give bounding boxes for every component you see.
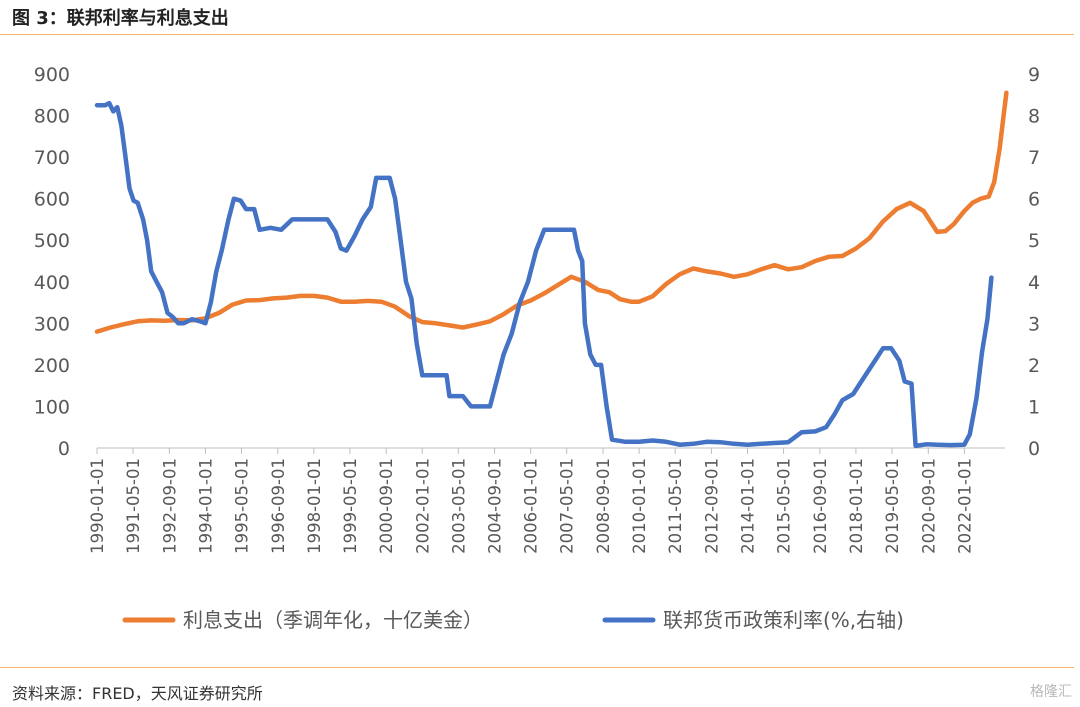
x-tick-label: 1994-01-01 <box>196 458 215 554</box>
x-tick-label: 2010-01-01 <box>630 458 649 554</box>
interest-expense-line <box>94 90 1009 334</box>
x-tick-label: 2012-09-01 <box>702 458 721 554</box>
y-left-tick-label: 700 <box>34 147 70 169</box>
x-tick-label: 2019-05-01 <box>883 458 902 554</box>
y-right-tick-label: 2 <box>1028 355 1040 377</box>
x-tick-label: 2006-01-01 <box>522 458 541 554</box>
y-left-tick-label: 0 <box>58 438 70 460</box>
y-left-tick-label: 900 <box>34 64 70 86</box>
left-y-axis: 0 100 200 300 400 500 600 700 800 900 <box>34 64 70 460</box>
watermark-logo: 格隆汇 <box>1030 684 1072 700</box>
y-right-tick-label: 5 <box>1028 230 1040 252</box>
y-right-tick-label: 6 <box>1028 189 1040 211</box>
y-right-tick-label: 9 <box>1028 64 1040 86</box>
x-tick-label: 1992-09-01 <box>160 458 179 554</box>
x-tick-label: 2000-09-01 <box>377 458 396 554</box>
x-tick-label: 2004-09-01 <box>486 458 505 554</box>
y-left-tick-label: 400 <box>34 272 70 294</box>
right-y-axis: 0 1 2 3 4 5 6 7 8 9 <box>1028 64 1040 460</box>
x-tick-label: 2014-01-01 <box>739 458 758 554</box>
x-tick-label: 2002-01-01 <box>413 458 432 554</box>
x-axis: 1990-01-01 1991-05-01 1992-09-01 1994-01-01… <box>88 448 974 554</box>
x-tick-label: 2011-05-01 <box>666 458 685 554</box>
y-left-tick-label: 800 <box>34 106 70 128</box>
y-right-tick-label: 8 <box>1028 106 1040 128</box>
x-tick-label: 2015-05-01 <box>775 458 794 554</box>
x-tick-label: 2018-01-01 <box>847 458 866 554</box>
x-tick-label: 1995-05-01 <box>232 458 251 554</box>
footer-divider <box>0 667 1074 668</box>
x-tick-label: 1999-05-01 <box>341 458 360 554</box>
x-tick-label: 2020-09-01 <box>919 458 938 554</box>
x-tick-label: 2016-09-01 <box>811 458 830 554</box>
y-right-tick-label: 0 <box>1028 438 1040 460</box>
x-tick-label: 2008-09-01 <box>594 458 613 554</box>
x-tick-label: 2003-05-01 <box>449 458 468 554</box>
y-left-tick-label: 100 <box>34 396 70 418</box>
chart-title: 图 3：联邦利率与利息支出 <box>12 8 229 29</box>
legend-label-fed-funds-rate: 联邦货币政策利率(%,右轴) <box>663 608 904 632</box>
x-tick-label: 1991-05-01 <box>124 458 143 554</box>
x-tick-label: 2022-01-01 <box>955 458 974 554</box>
y-left-tick-label: 300 <box>34 313 70 335</box>
y-right-tick-label: 7 <box>1028 147 1040 169</box>
y-right-tick-label: 4 <box>1028 272 1040 294</box>
x-tick-label: 1996-09-01 <box>269 458 288 554</box>
x-tick-label: 2007-05-01 <box>558 458 577 554</box>
legend: 利息支出（季调年化，十亿美金） 联邦货币政策利率(%,右轴) <box>122 608 904 632</box>
y-left-tick-label: 600 <box>34 189 70 211</box>
y-right-tick-label: 3 <box>1028 313 1040 335</box>
y-left-tick-label: 200 <box>34 355 70 377</box>
fed-funds-rate-line <box>94 100 994 449</box>
legend-label-interest-expense: 利息支出（季调年化，十亿美金） <box>183 608 483 632</box>
series-lines <box>94 90 1009 449</box>
y-left-tick-label: 500 <box>34 230 70 252</box>
source-note: 资料来源：FRED，天风证券研究所 <box>12 684 263 703</box>
header-divider <box>0 34 1074 35</box>
y-right-tick-label: 1 <box>1028 396 1040 418</box>
x-tick-label: 1998-01-01 <box>305 458 324 554</box>
x-tick-label: 1990-01-01 <box>88 458 107 554</box>
